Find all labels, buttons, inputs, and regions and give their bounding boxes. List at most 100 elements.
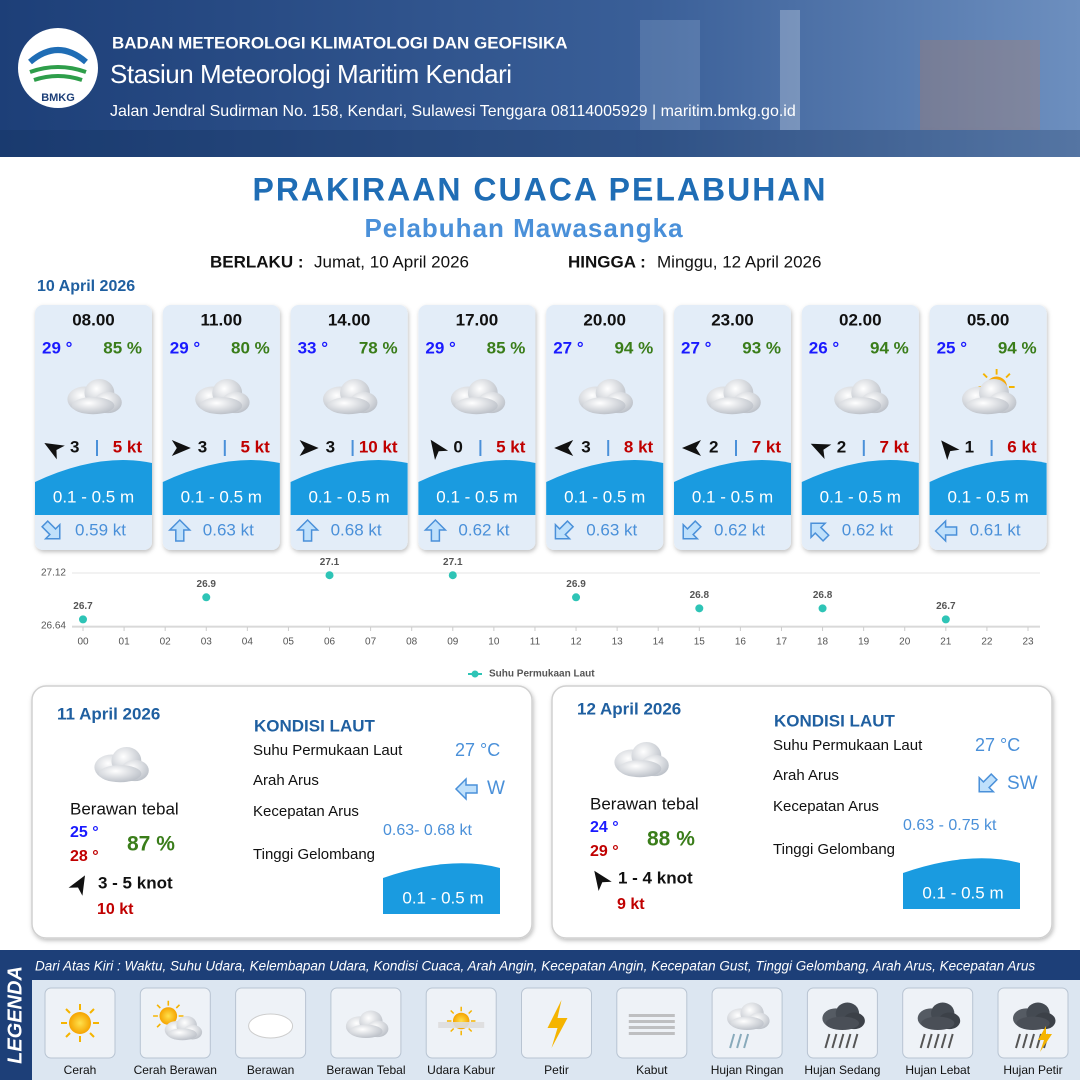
x-tick-label: 21 — [940, 637, 952, 648]
time: 02.00 — [839, 310, 882, 329]
time: 05.00 — [967, 310, 1010, 329]
wind-speed: 3 — [581, 437, 590, 456]
current-direction: SW — [1007, 773, 1038, 794]
legend-item: Hujan Sedang — [804, 1063, 880, 1077]
data-point — [448, 571, 457, 580]
humidity: 85 % — [103, 338, 142, 357]
x-tick-label: 00 — [77, 637, 89, 648]
time: 20.00 — [583, 310, 626, 329]
legend-item: Hujan Lebat — [905, 1063, 970, 1077]
x-tick-label: 15 — [694, 637, 706, 648]
wind-speed: 1 — [965, 437, 974, 456]
wave-area — [546, 460, 664, 515]
legend-icon — [940, 1033, 947, 1049]
sea-label: Tinggi Gelombang — [773, 841, 895, 858]
air-temperature: 27 ° — [681, 338, 712, 357]
x-tick-label: 23 — [1022, 637, 1034, 648]
legend-icon — [1029, 1033, 1035, 1049]
x-tick-label: 01 — [119, 637, 131, 648]
wind-speed: 3 — [198, 437, 207, 456]
legend-item: Hujan Ringan — [711, 1063, 784, 1077]
data-label: 26.9 — [566, 579, 586, 590]
wind-arrow — [68, 875, 85, 896]
sea-label: Tinggi Gelombang — [253, 846, 375, 863]
legend-icon — [628, 1032, 675, 1035]
data-label: 26.7 — [936, 601, 956, 612]
legend-item: Cerah — [64, 1063, 97, 1077]
x-tick-label: 22 — [981, 637, 993, 648]
legend-item: Udara Kabur — [427, 1063, 495, 1077]
humidity: 87 % — [127, 833, 175, 856]
address: Jalan Jendral Sudirman No. 158, Kendari,… — [110, 103, 796, 120]
x-tick-label: 08 — [406, 637, 418, 648]
current-speed: 0.68 kt — [331, 520, 382, 539]
current-arrow — [295, 518, 320, 542]
x-tick-label: 18 — [817, 637, 829, 648]
wave-area — [801, 460, 919, 515]
wave-area — [383, 863, 500, 914]
x-tick-label: 11 — [530, 637, 541, 648]
current-speed: 0.63 kt — [203, 520, 254, 539]
legend-icon — [547, 1000, 568, 1048]
legend-icon — [736, 1033, 743, 1049]
gust-speed: 7 kt — [880, 437, 910, 456]
wave-area — [162, 460, 280, 515]
wave-height: 0.1 - 0.5 m — [820, 487, 901, 506]
x-tick-label: 05 — [283, 637, 295, 648]
legend-icon — [852, 1033, 859, 1049]
air-temperature: 29 ° — [425, 338, 456, 357]
header-decoration — [0, 10, 1080, 157]
x-tick-label: 20 — [899, 637, 911, 648]
sea-label: Arah Arus — [773, 767, 839, 784]
humidity: 94 % — [614, 338, 653, 357]
x-tick-label: 04 — [242, 637, 254, 648]
legend-icon — [1015, 1033, 1021, 1049]
legend-icon — [838, 1033, 845, 1049]
wind-arrow — [299, 440, 319, 456]
wind-arrow — [594, 870, 612, 891]
x-tick-label: 10 — [488, 637, 500, 648]
air-temperature: 29 ° — [170, 338, 201, 357]
gust-speed: 8 kt — [624, 437, 654, 456]
air-temperature: 33 ° — [298, 338, 329, 357]
legend-item: Petir — [544, 1063, 569, 1077]
wind-speed: 2 — [709, 437, 718, 456]
wave-area — [418, 460, 536, 515]
data-point — [818, 604, 827, 613]
legend-side-band — [0, 950, 32, 1080]
data-label: 26.7 — [73, 601, 93, 612]
y-tick-label: 27.12 — [41, 568, 66, 579]
legend-icon — [628, 1026, 675, 1029]
legend-title: LEGENDA — [4, 966, 26, 1064]
sea-temperature: 27 °C — [975, 735, 1020, 755]
gust: 9 kt — [617, 896, 645, 913]
data-point — [695, 604, 704, 613]
logo-text: BMKG — [41, 92, 75, 104]
wave-height: 0.1 - 0.5 m — [53, 487, 134, 506]
wave-height: 0.1 - 0.5 m — [947, 487, 1028, 506]
gust-speed: 5 kt — [241, 437, 271, 456]
x-tick-label: 17 — [776, 637, 788, 648]
current-speed: 0.59 kt — [75, 520, 126, 539]
x-tick-label: 09 — [447, 637, 459, 648]
x-tick-label: 06 — [324, 637, 336, 648]
data-label: 26.8 — [690, 590, 710, 601]
wind-arrow — [682, 440, 701, 456]
day-date: 10 April 2026 — [37, 278, 135, 295]
current-arrow — [423, 518, 448, 542]
current-speed: 0.62 kt — [458, 520, 509, 539]
current-arrow — [167, 518, 192, 542]
gust-speed: 5 kt — [496, 437, 526, 456]
data-point — [572, 593, 581, 602]
humidity: 94 % — [998, 338, 1037, 357]
title: PRAKIRAAN CUACA PELABUHAN — [252, 171, 827, 207]
legend-icon — [845, 1033, 852, 1049]
temp-min: 24 ° — [590, 819, 619, 836]
data-label: 27.1 — [320, 557, 340, 568]
logo-arc — [28, 47, 88, 65]
wave-height: 0.1 - 0.5 m — [436, 487, 517, 506]
gust-speed: 10 kt — [359, 437, 398, 456]
wave-height: 0.1 - 0.5 m — [564, 487, 645, 506]
legend-item: Kabut — [636, 1063, 668, 1077]
